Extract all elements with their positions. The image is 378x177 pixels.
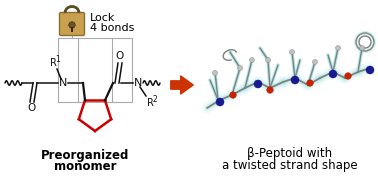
Text: R: R [50, 58, 56, 68]
Text: β-Peptoid with: β-Peptoid with [248, 147, 333, 161]
Text: 2: 2 [153, 96, 157, 104]
Circle shape [254, 80, 262, 88]
Circle shape [267, 87, 273, 93]
Text: Preorganized: Preorganized [41, 150, 129, 162]
Text: monomer: monomer [54, 159, 116, 173]
Circle shape [216, 98, 224, 106]
Circle shape [307, 80, 313, 86]
Circle shape [237, 65, 243, 70]
Circle shape [313, 59, 318, 64]
Text: O: O [28, 103, 36, 113]
Text: Lock: Lock [90, 13, 115, 23]
Circle shape [212, 70, 217, 76]
Text: N: N [134, 78, 142, 88]
Text: O: O [116, 51, 124, 61]
Circle shape [230, 92, 236, 98]
Circle shape [366, 66, 374, 74]
Text: R: R [147, 98, 153, 108]
Circle shape [69, 22, 75, 28]
Circle shape [345, 73, 351, 79]
FancyArrowPatch shape [171, 76, 193, 94]
FancyBboxPatch shape [59, 13, 85, 36]
Circle shape [290, 50, 294, 55]
Circle shape [265, 58, 271, 62]
Circle shape [336, 45, 341, 50]
Text: 4 bonds: 4 bonds [90, 23, 134, 33]
Text: 1: 1 [56, 56, 60, 64]
Text: N: N [59, 78, 67, 88]
Circle shape [329, 70, 337, 78]
Circle shape [249, 58, 254, 62]
Circle shape [291, 76, 299, 84]
Circle shape [359, 45, 364, 50]
Text: a twisted strand shape: a twisted strand shape [222, 158, 358, 172]
